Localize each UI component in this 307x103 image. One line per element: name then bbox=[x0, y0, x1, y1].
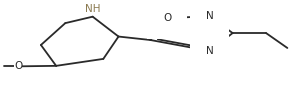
Text: N: N bbox=[206, 46, 214, 56]
Text: NH: NH bbox=[85, 4, 100, 14]
Text: N: N bbox=[206, 11, 214, 21]
Text: O: O bbox=[163, 13, 171, 23]
Text: O: O bbox=[14, 61, 22, 71]
